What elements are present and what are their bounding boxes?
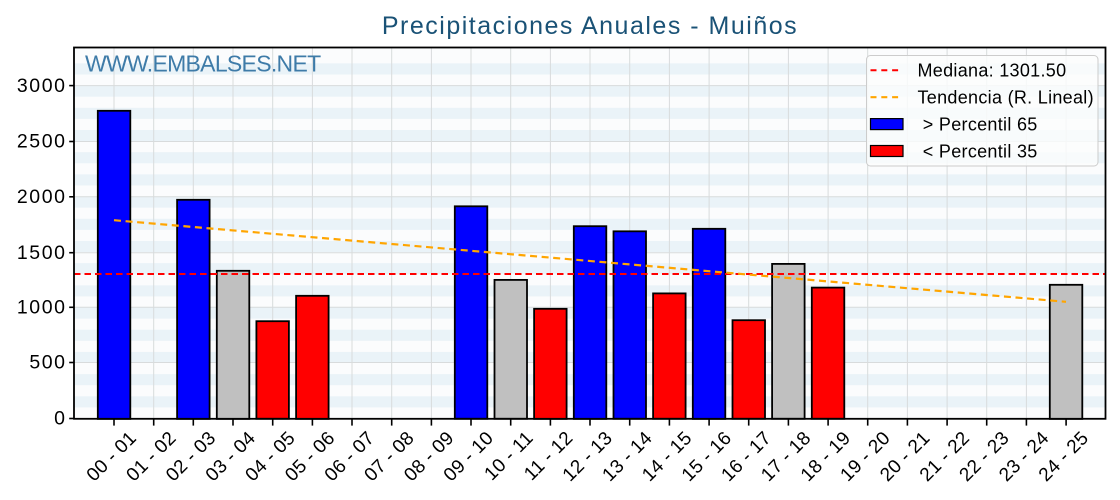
svg-text:0: 0 bbox=[54, 408, 66, 430]
svg-text:> Percentil 65: > Percentil 65 bbox=[918, 114, 1038, 134]
svg-text:2000: 2000 bbox=[17, 186, 67, 208]
svg-text:1000: 1000 bbox=[17, 297, 67, 319]
svg-text:Tendencia (R. Lineal): Tendencia (R. Lineal) bbox=[918, 88, 1094, 108]
svg-text:Mediana: 1301.50: Mediana: 1301.50 bbox=[918, 61, 1067, 81]
svg-text:WWW.EMBALSES.NET: WWW.EMBALSES.NET bbox=[85, 50, 321, 76]
svg-text:1500: 1500 bbox=[17, 242, 67, 264]
svg-text:< Percentil 35: < Percentil 35 bbox=[918, 141, 1038, 161]
svg-text:2500: 2500 bbox=[17, 131, 67, 153]
svg-text:500: 500 bbox=[29, 352, 66, 374]
svg-text:Precipitaciones Anuales - Muiñ: Precipitaciones Anuales - Muiños bbox=[382, 12, 798, 40]
svg-text:3000: 3000 bbox=[17, 75, 67, 97]
